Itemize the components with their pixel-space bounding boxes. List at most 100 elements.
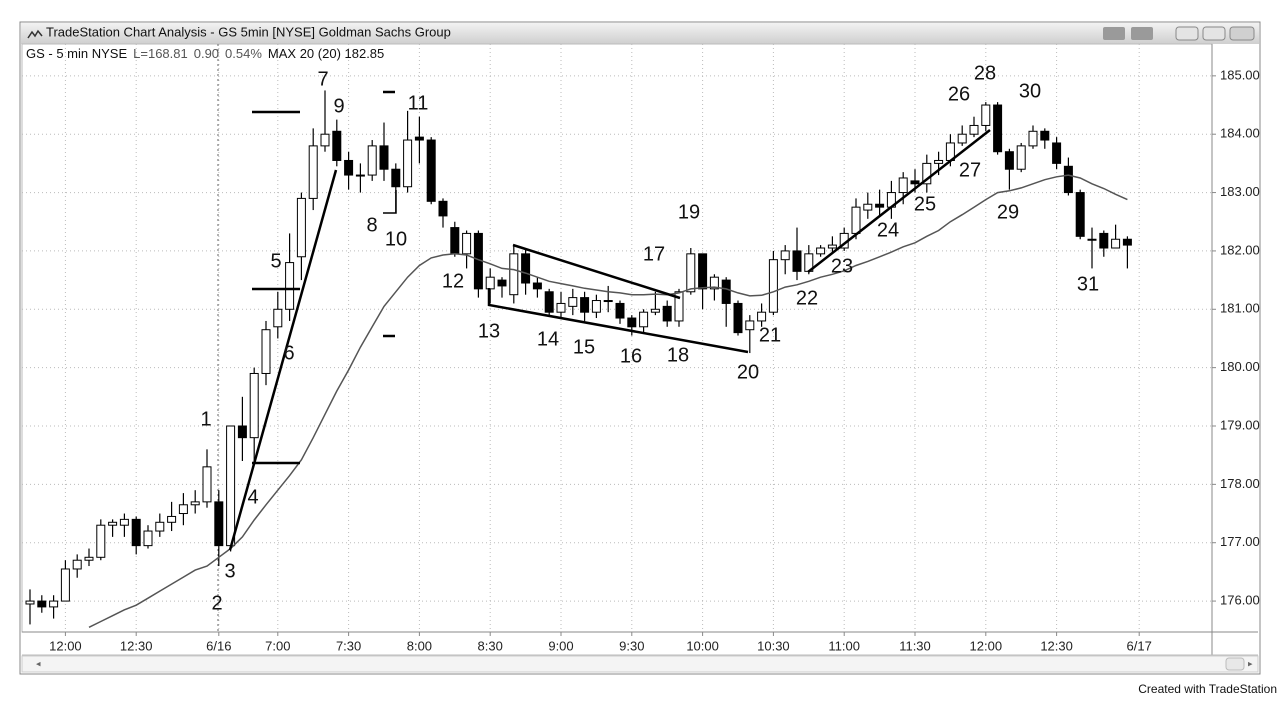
candle-body — [981, 104, 991, 126]
window-title: TradeStation Chart Analysis - GS 5min [N… — [46, 24, 451, 39]
candle-body — [426, 139, 436, 202]
candle-body — [591, 300, 601, 313]
candle-body — [686, 253, 696, 293]
candle-body — [167, 515, 177, 523]
annotation: 2 — [211, 592, 222, 614]
annotation: 16 — [620, 345, 642, 367]
candle-body — [863, 203, 873, 211]
annotation: 13 — [478, 320, 500, 342]
scroll-left[interactable]: ◂ — [36, 658, 41, 668]
annotation: 7 — [317, 68, 328, 90]
candle-body — [934, 159, 944, 164]
annotation: 30 — [1019, 80, 1041, 102]
candle-body — [237, 425, 247, 439]
close-button[interactable] — [1229, 26, 1255, 41]
marks — [25, 90, 1132, 628]
annotation: 26 — [948, 83, 970, 105]
candle-body — [1016, 145, 1026, 170]
symbol: GS - 5 min NYSE — [26, 46, 127, 61]
candle-body — [450, 227, 460, 255]
toolbar-button[interactable] — [1131, 27, 1153, 40]
change-pct: 0.54% — [225, 46, 262, 61]
trend-line — [228, 169, 338, 551]
scrollbar[interactable] — [21, 655, 1259, 673]
x-tick-label: 8:30 — [478, 638, 503, 653]
candle-body — [969, 124, 979, 135]
maximize-button[interactable] — [1202, 26, 1226, 41]
x-tick-label: 12:00 — [49, 638, 82, 653]
title-bar — [21, 23, 1259, 44]
annotation: 8 — [366, 214, 377, 236]
annotation: 1 — [200, 408, 211, 430]
candle-body — [296, 197, 306, 258]
annotation: 10 — [385, 228, 407, 250]
candle-body — [816, 247, 826, 255]
candle-body — [521, 253, 531, 284]
app-icon — [27, 29, 43, 39]
candle-body — [214, 501, 224, 547]
candle-body — [603, 300, 613, 303]
indicator-label: MAX 20 (20) 182.85 — [268, 46, 384, 61]
candle-body — [391, 168, 401, 188]
candle-body — [639, 311, 649, 328]
candle-body — [851, 206, 861, 234]
candle-body — [1075, 192, 1085, 237]
candle-body — [1122, 238, 1132, 246]
toolbar-button[interactable] — [1103, 27, 1125, 40]
candle-body — [108, 521, 118, 526]
annotation: 22 — [796, 287, 818, 309]
y-tick-label: 183.00 — [1220, 184, 1260, 199]
candle-body — [49, 600, 59, 608]
candle-body — [25, 600, 35, 605]
candle-body — [922, 162, 932, 185]
candle-body — [367, 145, 377, 176]
annotation: 11 — [408, 92, 429, 114]
x-tick-label: 7:00 — [265, 638, 290, 653]
annotation: 21 — [759, 324, 781, 346]
annotation: 17 — [643, 243, 665, 265]
candle-body — [143, 530, 153, 547]
candle-body — [674, 291, 684, 322]
candle-body — [957, 133, 967, 144]
candle-body — [308, 145, 318, 199]
moving-average — [88, 174, 1128, 628]
candle-body — [721, 279, 731, 304]
y-tick-label: 184.00 — [1220, 126, 1260, 141]
scroll-thumb[interactable] — [1225, 657, 1245, 671]
x-tick-label: 11:00 — [828, 638, 860, 653]
annotation: 18 — [667, 344, 689, 366]
candle-body — [249, 372, 259, 439]
scroll-right[interactable]: ▸ — [1248, 658, 1253, 668]
y-tick-label: 176.00 — [1220, 593, 1260, 608]
y-tick-label: 185.00 — [1220, 67, 1260, 82]
footer: Created with TradeStation — [1138, 682, 1277, 696]
minimize-button[interactable] — [1175, 26, 1199, 41]
candle-body — [580, 297, 590, 313]
last-price: L=168.81 — [133, 46, 188, 61]
y-tick-label: 178.00 — [1220, 476, 1260, 491]
candle-body — [497, 279, 507, 287]
candle-body — [190, 501, 200, 506]
annotation: 5 — [270, 250, 281, 272]
candle-body — [532, 282, 542, 290]
candle-body — [650, 308, 660, 313]
drawings — [228, 90, 991, 551]
bracket — [383, 190, 397, 214]
candle-body — [898, 177, 908, 194]
info-line: GS - 5 min NYSE L=168.81 0.90 0.54% MAX 20 (… — [26, 46, 384, 61]
candle-body — [261, 329, 271, 374]
candle-body — [285, 262, 295, 310]
candle-body — [615, 302, 625, 319]
candle-body — [462, 232, 472, 255]
annotation: 28 — [974, 62, 996, 84]
annotation: 31 — [1077, 273, 1099, 295]
candle-body — [993, 104, 1003, 153]
candle-body — [792, 250, 802, 272]
candle-body — [344, 159, 354, 176]
annotation: 9 — [333, 95, 344, 117]
annotation: 3 — [224, 560, 235, 582]
x-tick-label: 9:00 — [548, 638, 573, 653]
annotation: 27 — [959, 159, 981, 181]
